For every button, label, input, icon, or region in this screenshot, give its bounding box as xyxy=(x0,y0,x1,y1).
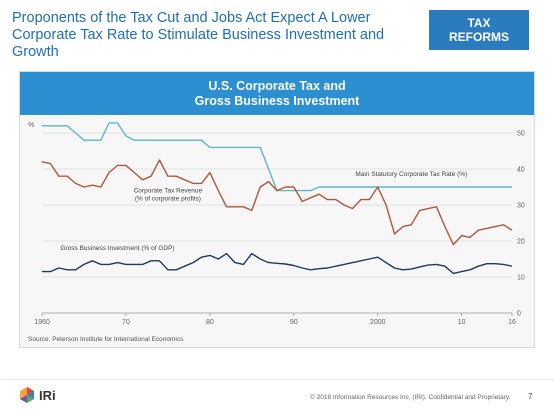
y-tick-label: 40 xyxy=(517,167,525,174)
x-tick-label: 90 xyxy=(290,319,298,326)
tax-reforms-badge: TAX REFORMS xyxy=(429,10,529,50)
y-tick-label: 50 xyxy=(517,131,525,138)
x-tick-label: 2000 xyxy=(370,319,386,326)
x-tick-label: 10 xyxy=(458,319,466,326)
y-tick-label: 10 xyxy=(517,275,525,282)
annotation-revenue: Corporate Tax Revenue xyxy=(134,187,203,194)
chart-title-line-1: U.S. Corporate Tax and xyxy=(208,78,346,93)
y-tick-label: 20 xyxy=(517,239,525,246)
footer-divider xyxy=(0,379,554,380)
copyright-text: © 2018 Information Resources Inc. (IRI).… xyxy=(310,394,511,401)
annotation-revenue-line-2: (% of corporate profits) xyxy=(135,195,201,202)
x-tick-label: 16 xyxy=(508,319,516,326)
y-tick-label: 30 xyxy=(517,203,525,210)
y-tick-label: 0 xyxy=(517,311,521,318)
x-tick-label: 80 xyxy=(206,319,214,326)
x-tick-label: 70 xyxy=(122,319,130,326)
x-tick-label: 1960 xyxy=(34,319,50,326)
chart-title-line-2: Gross Business Investment xyxy=(194,93,360,108)
page-number: 7 xyxy=(528,392,533,401)
annotation-statutory: Main Statutory Corporate Tax Rate (%) xyxy=(355,171,467,178)
series-line-investment xyxy=(42,252,513,275)
series-line-revenue xyxy=(41,159,513,246)
annotation-investment: Gross Business Investment (% of GDP) xyxy=(60,245,174,252)
badge-line-1: TAX xyxy=(467,16,491,30)
iri-logo: IRi xyxy=(18,386,56,404)
chart-title: U.S. Corporate Tax and Gross Business In… xyxy=(20,72,534,115)
y-axis-label: % xyxy=(28,122,34,129)
chart-panel: U.S. Corporate Tax and Gross Business In… xyxy=(19,71,535,348)
slide-title: Proponents of the Tax Cut and Jobs Act E… xyxy=(12,10,385,60)
iri-logo-icon xyxy=(20,387,34,403)
line-chart: % 0 10 20 30 40 50 1960 70 80 90 2000 10 16 Main Statu… xyxy=(28,122,525,326)
badge-line-2: REFORMS xyxy=(449,30,509,44)
logo-text: IRi xyxy=(39,387,56,403)
chart-source: Source: Peterson Institute for Internati… xyxy=(28,336,184,343)
